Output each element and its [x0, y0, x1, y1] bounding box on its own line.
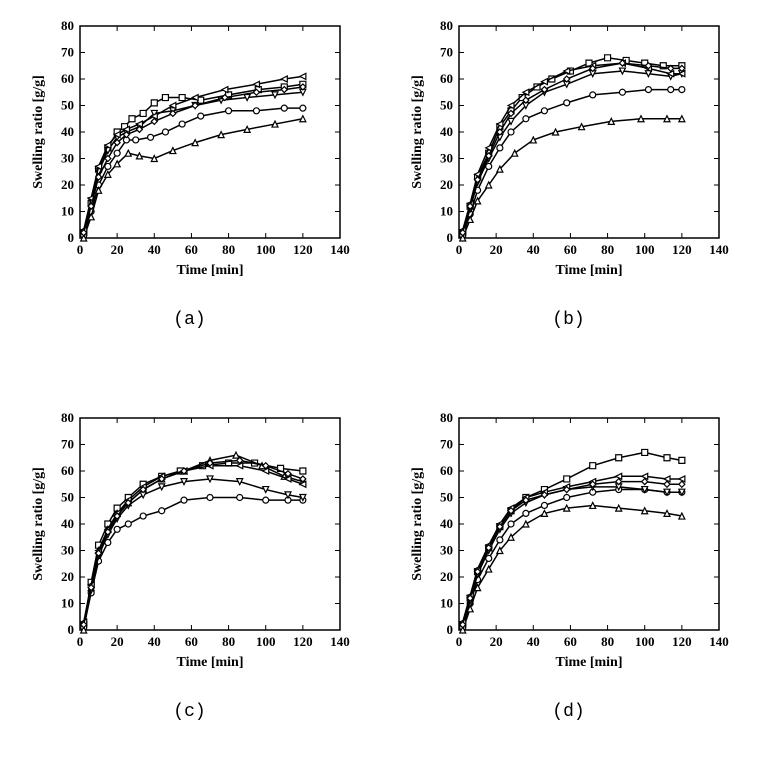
- svg-text:0: 0: [446, 622, 453, 637]
- panel-grid: 02040608010012014001020304050607080Time …: [0, 0, 758, 784]
- svg-text:70: 70: [61, 45, 74, 60]
- svg-text:80: 80: [222, 242, 235, 257]
- svg-text:40: 40: [440, 124, 453, 139]
- svg-text:120: 120: [672, 242, 692, 257]
- svg-text:Time [min]: Time [min]: [176, 263, 243, 278]
- panel-d-chart: 0 20 40 60 80 100 120 140 0 10 20 30 40 50 60 70 80 Time …: [399, 404, 739, 684]
- svg-text:80: 80: [440, 18, 453, 33]
- panel-b-chart: 0 20 40 60 80 100 120 140 0 10 20 30 40 50 60 70 80 Time …: [399, 12, 739, 292]
- svg-text:40: 40: [526, 634, 539, 649]
- svg-text:20: 20: [489, 634, 502, 649]
- svg-text:60: 60: [563, 634, 576, 649]
- svg-text:100: 100: [255, 634, 275, 649]
- svg-text:120: 120: [293, 634, 313, 649]
- panel-c-cell: 0 20 40 60 80 100 120 140 0 10 20 30 40 50 60 70 80 Time …: [0, 392, 379, 784]
- svg-text:40: 40: [61, 124, 74, 139]
- svg-text:20: 20: [489, 242, 502, 257]
- svg-text:140: 140: [330, 242, 350, 257]
- svg-text:40: 40: [440, 516, 453, 531]
- svg-text:40: 40: [147, 634, 160, 649]
- panel-c-chart: 0 20 40 60 80 100 120 140 0 10 20 30 40 50 60 70 80 Time …: [20, 404, 360, 684]
- svg-text:50: 50: [61, 490, 74, 505]
- panel-a-cell: 0 20 40 60 80 100 120 140 0 10 20 30 40 50 60 70 80 Time …: [0, 0, 379, 392]
- svg-text:Swelling ratio [g/g]: Swelling ratio [g/g]: [31, 467, 46, 581]
- svg-text:60: 60: [440, 71, 453, 86]
- svg-text:10: 10: [61, 204, 74, 219]
- svg-text:Swelling ratio [g/g]: Swelling ratio [g/g]: [410, 75, 425, 189]
- svg-text:100: 100: [634, 242, 654, 257]
- svg-text:30: 30: [61, 151, 74, 166]
- svg-text:60: 60: [61, 463, 74, 478]
- svg-text:Time [min]: Time [min]: [555, 263, 622, 278]
- svg-text:80: 80: [601, 242, 614, 257]
- panel-d-label: (d): [552, 702, 584, 722]
- svg-text:20: 20: [110, 242, 123, 257]
- svg-text:20: 20: [440, 569, 453, 584]
- panel-d-cell: 0 20 40 60 80 100 120 140 0 10 20 30 40 50 60 70 80 Time …: [379, 392, 758, 784]
- svg-text:40: 40: [526, 242, 539, 257]
- svg-text:30: 30: [440, 151, 453, 166]
- svg-text:140: 140: [330, 634, 350, 649]
- svg-text:Swelling ratio [g/g]: Swelling ratio [g/g]: [31, 75, 46, 189]
- svg-text:0: 0: [67, 230, 74, 245]
- panel-c-label: (c): [173, 702, 205, 722]
- svg-text:100: 100: [634, 634, 654, 649]
- svg-text:20: 20: [61, 569, 74, 584]
- svg-text:50: 50: [61, 98, 74, 113]
- svg-text:10: 10: [440, 596, 453, 611]
- svg-text:140: 140: [709, 634, 729, 649]
- svg-text:60: 60: [61, 71, 74, 86]
- panel-b-cell: 0 20 40 60 80 100 120 140 0 10 20 30 40 50 60 70 80 Time …: [379, 0, 758, 392]
- panel-b-label: (b): [552, 310, 584, 330]
- svg-text:10: 10: [440, 204, 453, 219]
- svg-text:40: 40: [61, 516, 74, 531]
- svg-text:30: 30: [61, 543, 74, 558]
- svg-text:0: 0: [446, 230, 453, 245]
- svg-text:Swelling ratio [g/g]: Swelling ratio [g/g]: [410, 467, 425, 581]
- svg-text:40: 40: [147, 242, 160, 257]
- svg-text:0: 0: [67, 622, 74, 637]
- svg-text:100: 100: [255, 242, 275, 257]
- svg-text:0: 0: [76, 634, 83, 649]
- svg-text:120: 120: [293, 242, 313, 257]
- svg-text:30: 30: [440, 543, 453, 558]
- svg-text:60: 60: [563, 242, 576, 257]
- svg-text:80: 80: [61, 410, 74, 425]
- svg-text:70: 70: [61, 437, 74, 452]
- svg-text:60: 60: [440, 463, 453, 478]
- svg-text:Time [min]: Time [min]: [176, 655, 243, 670]
- svg-text:10: 10: [61, 596, 74, 611]
- svg-text:70: 70: [440, 45, 453, 60]
- svg-text:50: 50: [440, 98, 453, 113]
- svg-text:20: 20: [110, 634, 123, 649]
- svg-text:60: 60: [184, 634, 197, 649]
- svg-text:Time [min]: Time [min]: [555, 655, 622, 670]
- panel-a-label: (a): [173, 310, 205, 330]
- svg-text:0: 0: [455, 634, 462, 649]
- panel-a-chart: 0 20 40 60 80 100 120 140 0 10 20 30 40 50 60 70 80 Time …: [20, 12, 360, 292]
- svg-text:0: 0: [76, 242, 83, 257]
- svg-text:20: 20: [61, 177, 74, 192]
- svg-text:50: 50: [440, 490, 453, 505]
- svg-text:80: 80: [440, 410, 453, 425]
- svg-text:80: 80: [222, 634, 235, 649]
- svg-text:70: 70: [440, 437, 453, 452]
- svg-text:80: 80: [601, 634, 614, 649]
- svg-text:0: 0: [455, 242, 462, 257]
- svg-text:60: 60: [184, 242, 197, 257]
- svg-text:120: 120: [672, 634, 692, 649]
- svg-text:20: 20: [440, 177, 453, 192]
- svg-text:140: 140: [709, 242, 729, 257]
- svg-text:80: 80: [61, 18, 74, 33]
